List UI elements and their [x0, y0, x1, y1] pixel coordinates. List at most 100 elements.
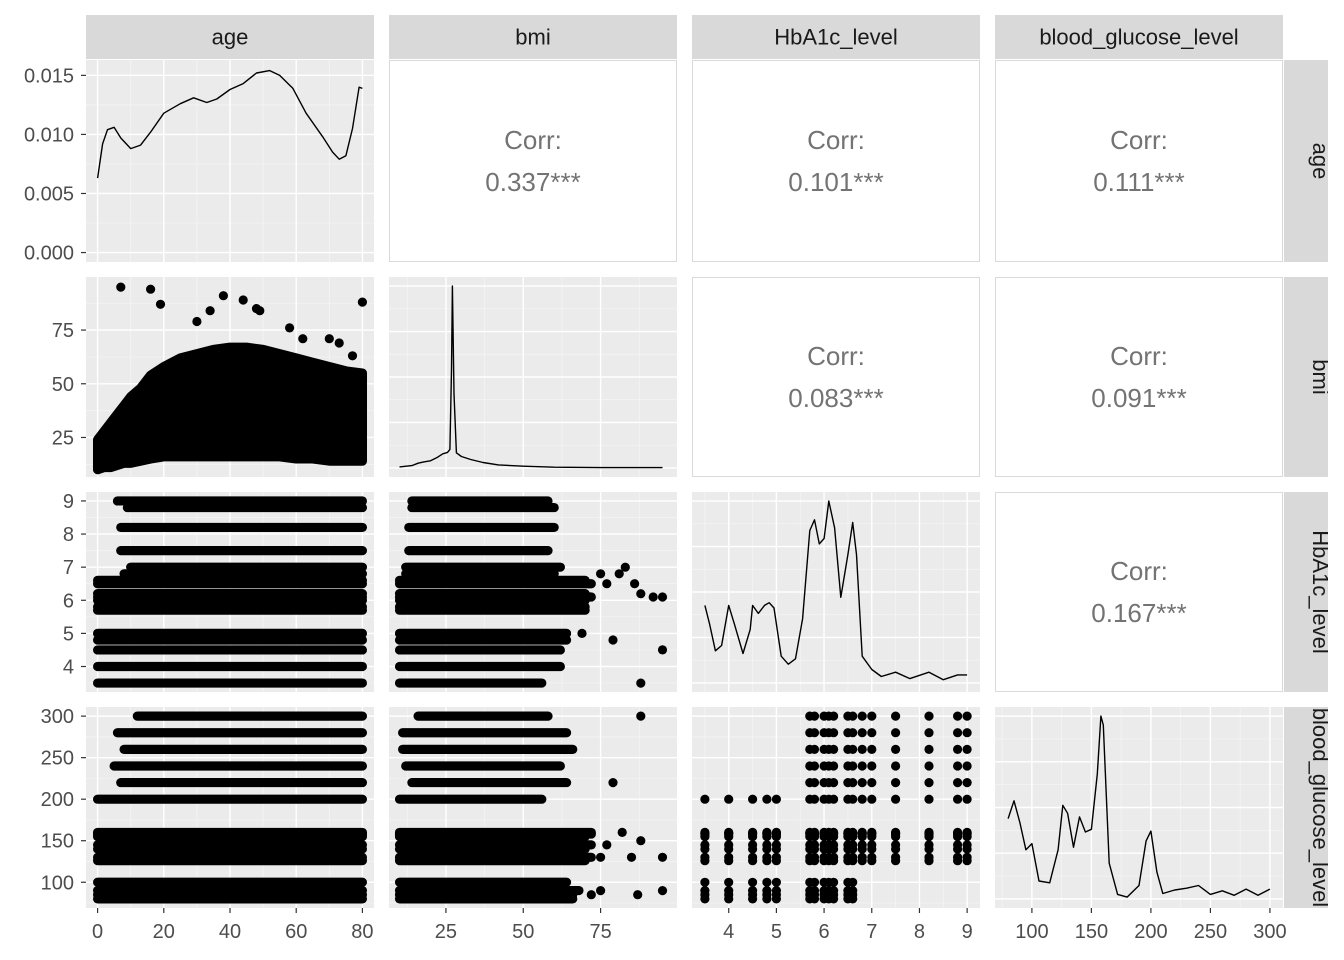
- outlier-point: [285, 323, 295, 333]
- corr-label-age-HbA1c_level: Corr:: [807, 125, 865, 155]
- x-tick-label-blood_glucose_level: 150: [1075, 921, 1108, 943]
- corr-label-HbA1c_level-blood_glucose_level: Corr:: [1110, 556, 1168, 586]
- point: [700, 794, 710, 804]
- point: [891, 761, 901, 771]
- gridlines-0-0: [86, 60, 374, 262]
- outlier-point: [614, 569, 624, 579]
- point: [829, 886, 839, 896]
- point: [924, 728, 934, 738]
- outlier-point: [633, 890, 643, 900]
- point: [771, 877, 782, 887]
- point: [771, 852, 782, 862]
- point: [809, 827, 820, 838]
- corr-label-bmi-blood_glucose_level: Corr:: [1110, 341, 1168, 371]
- point: [809, 744, 820, 755]
- scatter-blood_glucose_level-vs-bmi: [394, 711, 668, 904]
- point: [829, 840, 839, 850]
- strip-right-bmi: [1284, 277, 1328, 477]
- point: [848, 728, 858, 738]
- outlier-point: [602, 579, 612, 589]
- point: [867, 840, 877, 850]
- outlier-point: [596, 886, 606, 896]
- outlier-point: [596, 569, 606, 579]
- point: [762, 827, 772, 838]
- y-tick-label-HbA1c_level: 7: [63, 557, 74, 579]
- x-tick-label-HbA1c_level: 4: [723, 921, 734, 943]
- strip-right-blood_glucose_level: [1284, 707, 1328, 908]
- point: [867, 711, 877, 721]
- point: [891, 840, 901, 850]
- x-tick-label-age: 60: [285, 921, 307, 943]
- point: [762, 886, 772, 896]
- y-tick-label-HbA1c_level: 5: [63, 623, 74, 645]
- outlier-point: [636, 589, 646, 599]
- point: [848, 840, 858, 850]
- corr-value-age-HbA1c_level: 0.101***: [788, 167, 883, 197]
- density-line-age: [96, 69, 363, 179]
- point: [962, 852, 972, 862]
- corr-panel-bmi-blood_glucose_level: [995, 277, 1283, 477]
- point: [867, 761, 877, 771]
- point: [924, 840, 934, 850]
- point: [829, 794, 839, 804]
- point: [829, 852, 839, 862]
- y-tick-label-age: 0.005: [24, 183, 74, 205]
- strip-top-HbA1c_level: [692, 15, 980, 59]
- strip-top-label-bmi: bmi: [515, 25, 550, 50]
- outlier-point: [617, 827, 627, 838]
- strip-right-label-bmi: bmi: [1308, 359, 1333, 394]
- outlier-point: [657, 852, 668, 862]
- point: [829, 711, 839, 721]
- gridlines-2-2: [692, 492, 980, 692]
- strip-top-label-blood_glucose_level: blood_glucose_level: [1039, 25, 1238, 50]
- point: [857, 852, 867, 862]
- point: [867, 794, 877, 804]
- corr-value-age-blood_glucose_level: 0.111***: [1093, 167, 1185, 197]
- x-tick-label-age: 20: [153, 921, 175, 943]
- point: [762, 840, 772, 850]
- point: [857, 840, 867, 850]
- point: [809, 711, 820, 721]
- outlier-point: [608, 778, 618, 788]
- point: [848, 761, 858, 771]
- point: [924, 744, 934, 755]
- point: [857, 794, 867, 804]
- point: [771, 827, 782, 838]
- point: [924, 778, 934, 788]
- point: [700, 840, 710, 850]
- outlier-point: [116, 282, 126, 292]
- outlier-point: [586, 890, 596, 900]
- x-tick-label-age: 40: [219, 921, 241, 943]
- panel-bg-blood_glucose_level-HbA1c_level: [692, 707, 980, 908]
- y-tick-label-blood_glucose_level: 150: [41, 831, 74, 853]
- point: [953, 778, 963, 788]
- scatter-bmi-vs-age: [92, 282, 368, 475]
- point: [829, 877, 839, 887]
- outlier-point: [334, 338, 344, 348]
- y-tick-label-bmi: 50: [52, 374, 74, 396]
- outlier-point: [238, 295, 248, 305]
- point: [724, 840, 734, 850]
- gridlines-3-3: [995, 707, 1283, 908]
- outlier-point: [218, 291, 228, 301]
- point: [748, 852, 758, 862]
- point: [924, 761, 934, 771]
- y-tick-label-blood_glucose_level: 300: [41, 706, 74, 728]
- x-tick-label-age: 0: [92, 921, 103, 943]
- point: [724, 794, 734, 804]
- strip-top-bmi: [389, 15, 677, 59]
- point: [891, 728, 901, 738]
- outlier-point: [205, 306, 215, 316]
- point: [748, 840, 758, 850]
- point: [848, 744, 858, 755]
- point: [829, 827, 839, 838]
- x-tick-label-blood_glucose_level: 200: [1134, 921, 1167, 943]
- strip-top-age: [86, 15, 374, 59]
- y-tick-label-HbA1c_level: 9: [63, 491, 74, 513]
- corr-panel-HbA1c_level-blood_glucose_level: [995, 492, 1283, 692]
- strip-right-label-age: age: [1308, 143, 1333, 180]
- point: [857, 761, 867, 771]
- strip-right-label-HbA1c_level: HbA1c_level: [1308, 530, 1333, 654]
- point: [867, 827, 877, 838]
